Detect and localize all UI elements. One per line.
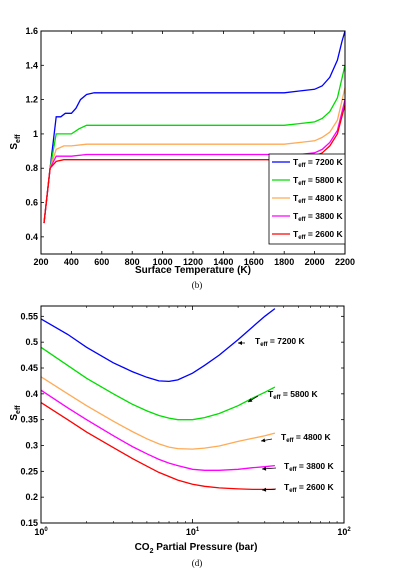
legend-b: Teff = 7200 K Teff = 5800 K Teff = 4800 K T… <box>268 153 346 245</box>
x-tick-label-b: 1600 <box>244 257 264 267</box>
series-line-d-0 <box>40 308 276 383</box>
y-tick-label-b: 1.6 <box>25 26 38 36</box>
legend-box-b <box>268 153 346 245</box>
y-tick-label-d: 0.15 <box>20 518 38 528</box>
x-tick-label-b: 2000 <box>305 257 325 267</box>
y-tick-label-d: 0.2 <box>25 492 38 502</box>
annotation-arrowhead-d-4 <box>262 487 267 492</box>
legend-label-b-3: Teff = 3800 K <box>293 211 344 223</box>
y-tick-label-b: 0.6 <box>25 198 38 208</box>
series-line-d-4 <box>40 402 275 491</box>
legend-label-b-2: Teff = 4800 K <box>293 193 344 205</box>
chart-d: 100 101 102 0.15 0.2 0.25 0.3 0.35 0.4 0.45 0.5 0.5… <box>9 305 351 568</box>
x-tick-label-b: 2200 <box>335 257 355 267</box>
series-annotations-d: Teff = 7200 K Teff = 5800 K Teff = 4800 K T… <box>238 336 335 494</box>
y-tick-label-d: 0.25 <box>20 466 38 476</box>
annotation-arrowhead-d-1 <box>248 398 253 402</box>
x-tick-label-b: 1000 <box>153 257 173 267</box>
series-line-b-3 <box>43 99 346 224</box>
y-axis-label-d: Seff <box>9 405 22 421</box>
legend-label-b-1: Teff = 5800 K <box>293 175 344 187</box>
y-tick-label-d: 0.4 <box>25 389 38 399</box>
x-tick-label-b: 1400 <box>213 257 233 267</box>
y-tick-label-d: 0.45 <box>20 363 38 373</box>
series-line-d-1 <box>40 346 276 421</box>
series-line-d-2 <box>40 376 276 450</box>
annotation-arrowhead-d-3 <box>262 466 267 471</box>
x-tick-label-b: 1200 <box>183 257 203 267</box>
x-tick-label-b: 800 <box>125 257 140 267</box>
annotation-label-d-2: Teff = 4800 K <box>281 432 332 444</box>
series-lines-b <box>43 30 346 224</box>
series-line-b-4 <box>43 104 346 224</box>
chart-b: 200 400 600 800 1000 1200 1400 1600 1800 2000 2200… <box>9 26 355 290</box>
series-line-b-0 <box>43 30 346 224</box>
x-tick-label-b: 600 <box>94 257 109 267</box>
annotation-label-d-3: Teff = 3800 K <box>284 461 335 473</box>
x-tick-label-b: 200 <box>33 257 48 267</box>
x-tick-label-b: 400 <box>64 257 79 267</box>
y-axis-label-b: Seff <box>9 134 22 150</box>
caption-b: (b) <box>192 280 203 290</box>
y-tick-label-d: 0.3 <box>25 441 38 451</box>
y-tick-label-d: 0.35 <box>20 415 38 425</box>
annotation-label-d-4: Teff = 2600 K <box>284 482 335 494</box>
x-tick-label-d: 102 <box>337 527 351 537</box>
series-line-b-1 <box>43 65 346 224</box>
y-tick-label-b: 0.4 <box>25 232 38 242</box>
series-line-d-3 <box>40 389 275 471</box>
annotation-arrowhead-d-0 <box>238 341 242 345</box>
x-axis-label-d: CO2 Partial Pressure (bar) <box>135 542 258 555</box>
legend-label-b-4: Teff = 2600 K <box>293 229 344 241</box>
y-tick-label-b: 0.8 <box>25 163 38 173</box>
annotation-arrowhead-d-2 <box>261 438 266 443</box>
axis-ticks-b: 200 400 600 800 1000 1200 1400 1600 1800 2000 2200… <box>25 26 355 267</box>
x-tick-label-d: 100 <box>34 527 48 537</box>
y-tick-label-d: 0.5 <box>25 337 38 347</box>
series-lines-d <box>40 308 276 491</box>
annotation-label-d-1: Teff = 5800 K <box>268 389 319 401</box>
y-tick-label-d: 0.55 <box>20 311 38 321</box>
y-tick-label-b: 1 <box>33 129 38 139</box>
annotation-label-d-0: Teff = 7200 K <box>255 336 306 348</box>
caption-d: (d) <box>192 558 203 568</box>
x-tick-label-d: 101 <box>186 527 200 537</box>
x-tick-label-b: 1800 <box>274 257 294 267</box>
legend-label-b-0: Teff = 7200 K <box>293 157 344 169</box>
x-axis-label-b: Surface Temperature (K) <box>135 265 251 276</box>
series-line-b-2 <box>43 87 346 224</box>
axis-ticks-d: 100 101 102 0.15 0.2 0.25 0.3 0.35 0.4 0.45 0.5 0.5… <box>20 306 351 537</box>
y-tick-label-b: 1.4 <box>25 60 38 70</box>
y-tick-label-b: 1.2 <box>25 95 38 105</box>
